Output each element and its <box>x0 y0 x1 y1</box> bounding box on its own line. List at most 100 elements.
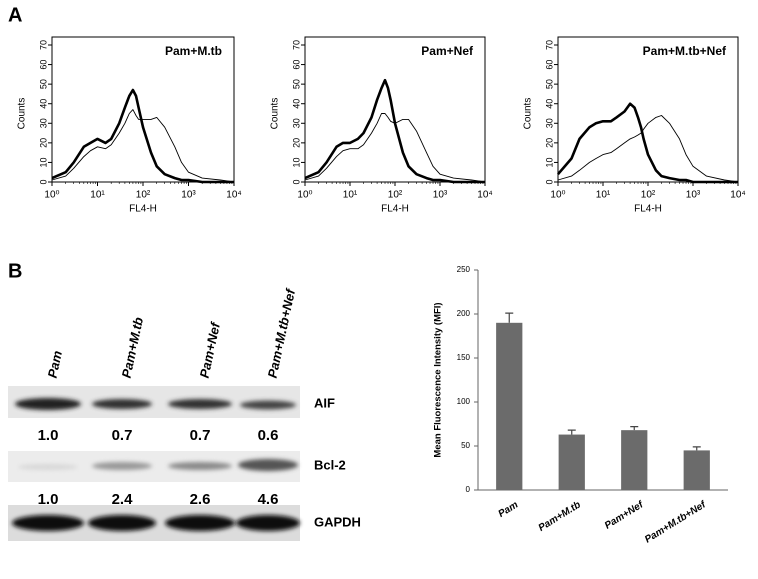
densitometry-value: 2.6 <box>190 491 211 508</box>
x-tick-label: 10⁰ <box>44 190 59 201</box>
bar <box>558 434 585 490</box>
plot-frame <box>304 36 486 183</box>
error-bar <box>630 426 639 431</box>
y-tick-label: 60 <box>544 60 554 70</box>
y-tick-label: 70 <box>291 40 301 50</box>
y-tick-label: 0 <box>544 179 554 184</box>
histogram-line <box>51 109 235 183</box>
x-axis-label: FL4-H <box>634 204 662 215</box>
x-tick-label: 10² <box>136 190 151 201</box>
x-tick-label: 10¹ <box>343 190 358 201</box>
x-tick-label: 10³ <box>686 190 701 201</box>
panel-label: B <box>8 260 22 282</box>
y-tick-label: 20 <box>38 138 48 148</box>
plot-frame <box>557 36 739 183</box>
x-tick-label: Pam+Nef <box>603 499 647 532</box>
x-tick-label: Pam <box>496 499 520 520</box>
plot-frame <box>51 36 235 183</box>
band <box>165 515 235 531</box>
row-label: GAPDH <box>314 514 361 529</box>
band <box>240 400 296 410</box>
histogram-line <box>557 102 738 184</box>
band <box>15 398 81 410</box>
x-axis-label: FL4-H <box>129 204 157 215</box>
band <box>168 462 232 470</box>
histogram-line <box>557 115 739 183</box>
y-tick-label: 30 <box>291 118 301 128</box>
x-tick-label: 10⁴ <box>226 190 241 201</box>
x-tick-label: 10⁴ <box>477 190 492 201</box>
densitometry-value: 0.6 <box>258 427 279 444</box>
y-tick-label: 200 <box>457 309 471 318</box>
y-tick-label: 30 <box>544 118 554 128</box>
y-axis-label: Counts <box>523 98 534 130</box>
y-axis-label: Counts <box>270 98 281 130</box>
y-tick-label: 250 <box>457 265 471 274</box>
y-tick-label: 150 <box>457 353 471 362</box>
x-tick-label: 10³ <box>433 190 448 201</box>
lane-label: Pam+Nef <box>197 320 224 380</box>
y-tick-label: 50 <box>291 79 301 89</box>
y-tick-label: 30 <box>38 118 48 128</box>
band <box>18 464 78 470</box>
bar <box>496 322 523 490</box>
y-tick-label: 20 <box>291 138 301 148</box>
x-tick-label: 10³ <box>181 190 196 201</box>
y-tick-label: 40 <box>38 99 48 109</box>
densitometry-value: 1.0 <box>38 427 59 444</box>
y-axis-label: Mean Fluorescence Intensity (MFI) <box>433 302 444 457</box>
chart-title: Pam+M.tb <box>165 44 222 58</box>
bar <box>621 430 648 490</box>
error-bar <box>505 312 514 323</box>
chart-title: Pam+M.tb+Nef <box>643 44 727 58</box>
band <box>12 515 84 531</box>
panel-label: A <box>8 4 22 26</box>
y-tick-label: 50 <box>461 441 470 450</box>
row-label: Bcl-2 <box>314 457 346 472</box>
x-tick-label: 10⁰ <box>550 190 565 201</box>
lane-label: Pam+M.tb <box>119 316 147 380</box>
y-tick-label: 70 <box>38 40 48 50</box>
band <box>92 399 152 409</box>
y-tick-label: 60 <box>291 60 301 70</box>
row-label: AIF <box>314 395 335 410</box>
histogram-line <box>304 78 485 184</box>
band <box>236 515 300 531</box>
y-axis-label: Counts <box>17 98 28 130</box>
error-bar <box>567 429 576 435</box>
error-bar <box>692 446 701 451</box>
band <box>92 462 152 470</box>
y-tick-label: 40 <box>291 99 301 109</box>
y-tick-label: 50 <box>38 79 48 89</box>
y-tick-label: 20 <box>544 138 554 148</box>
y-tick-label: 60 <box>38 60 48 70</box>
x-tick-label: 10⁰ <box>297 190 312 201</box>
x-tick-label: 10¹ <box>596 190 611 201</box>
densitometry-value: 0.7 <box>190 427 211 444</box>
densitometry-value: 2.4 <box>112 491 134 508</box>
y-tick-label: 0 <box>291 179 301 184</box>
y-tick-label: 10 <box>38 157 48 167</box>
x-tick-label: Pam+M.tb+Nef <box>643 499 709 546</box>
band <box>168 399 232 409</box>
band <box>238 459 298 471</box>
lane-label: Pam <box>45 349 65 379</box>
x-tick-label: 10¹ <box>90 190 105 201</box>
y-tick-label: 0 <box>38 179 48 184</box>
y-tick-label: 40 <box>544 99 554 109</box>
y-tick-label: 50 <box>544 79 554 89</box>
x-tick-label: 10² <box>641 190 656 201</box>
lane-label: Pam+M.tb+Nef <box>265 286 299 379</box>
densitometry-value: 1.0 <box>38 491 59 508</box>
y-tick-label: 10 <box>291 157 301 167</box>
x-tick-label: 10⁴ <box>730 190 745 201</box>
histogram-line <box>304 113 486 183</box>
x-tick-label: Pam+M.tb <box>537 499 583 534</box>
y-tick-label: 0 <box>466 485 471 494</box>
y-tick-label: 70 <box>544 40 554 50</box>
y-tick-label: 10 <box>544 157 554 167</box>
y-tick-label: 100 <box>457 397 471 406</box>
x-axis-label: FL4-H <box>381 204 409 215</box>
bands <box>12 398 300 531</box>
